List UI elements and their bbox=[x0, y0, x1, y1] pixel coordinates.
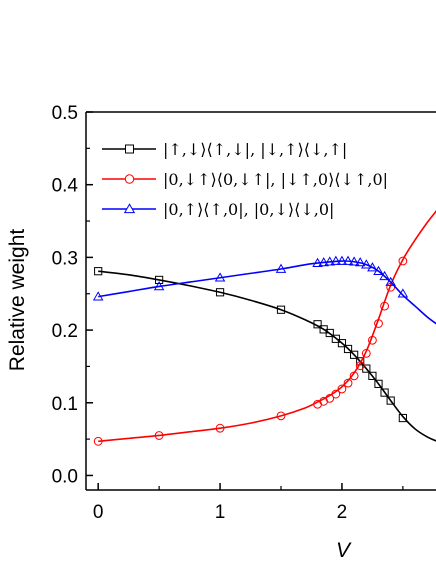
data-point-circle bbox=[93, 436, 103, 446]
y-tick-label: 0.5 bbox=[52, 103, 78, 124]
data-point-square bbox=[386, 396, 395, 405]
data-point-triangle bbox=[312, 257, 323, 267]
y-tick-label: 0.3 bbox=[52, 248, 78, 269]
legend-entry-0: |↑,↓⟩⟨↑,↓|, |↓,↑⟩⟨↓,↑| bbox=[102, 140, 347, 159]
data-point-circle bbox=[215, 423, 225, 433]
data-point-circle bbox=[325, 394, 335, 403]
y-tick-label: 0.1 bbox=[52, 394, 78, 415]
data-point-square bbox=[155, 275, 164, 285]
data-point-triangle bbox=[275, 263, 287, 273]
data-point-circle bbox=[355, 361, 365, 371]
data-point-circle bbox=[343, 378, 353, 388]
series-line-0 bbox=[98, 270, 436, 442]
data-point-square bbox=[337, 339, 347, 348]
legend-circle-marker bbox=[124, 174, 135, 184]
legend-label-1: |0,↓↑⟩⟨0,↓↑|, |↓↑,0⟩⟨↓↑,0| bbox=[163, 170, 388, 189]
data-point-circle bbox=[276, 411, 286, 421]
data-point-square bbox=[356, 357, 365, 366]
data-point-triangle bbox=[153, 281, 165, 291]
data-point-triangle bbox=[354, 257, 366, 267]
data-point-circle bbox=[337, 384, 347, 394]
data-point-square bbox=[313, 320, 322, 329]
y-tick-label: 0.4 bbox=[52, 176, 79, 197]
data-point-triangle bbox=[373, 265, 384, 275]
data-point-triangle bbox=[348, 256, 360, 266]
series-line-2 bbox=[98, 260, 436, 325]
data-point-triangle bbox=[214, 272, 226, 282]
data-point-circle bbox=[331, 389, 341, 399]
y-tick-label: 0.0 bbox=[52, 466, 78, 487]
data-point-square bbox=[350, 350, 359, 359]
data-point-square bbox=[215, 288, 225, 297]
data-point-square bbox=[325, 328, 334, 338]
data-point-triangle bbox=[324, 256, 336, 266]
legend-entry-2: |0,↑⟩⟨↑,0|, |0,↓⟩⟨↓,0| bbox=[102, 200, 334, 219]
legend-label-0: |↑,↓⟩⟨↑,↓|, |↓,↑⟩⟨↓,↑| bbox=[163, 140, 347, 159]
data-point-triangle bbox=[92, 291, 104, 301]
data-point-circle bbox=[368, 335, 377, 345]
data-point-square bbox=[276, 305, 286, 314]
data-point-circle bbox=[380, 301, 389, 311]
data-point-square bbox=[331, 334, 340, 343]
data-point-circle bbox=[349, 371, 359, 381]
tick-labels: 0 1 2 0.0 0.1 0.2 0.3 0.4 0.5 bbox=[52, 103, 348, 523]
data-point-circle bbox=[154, 431, 164, 440]
data-point-square bbox=[94, 267, 103, 276]
legend: |↑,↓⟩⟨↑,↓|, |↓,↑⟩⟨↓,↑| |0,↓↑⟩⟨0,↓↑|, |↓↑… bbox=[102, 140, 388, 219]
data-point-square bbox=[398, 413, 407, 423]
data-point-triangle bbox=[397, 288, 409, 298]
data-point-triangle bbox=[318, 257, 329, 267]
data-point-circle bbox=[361, 348, 371, 358]
plot-area bbox=[92, 210, 436, 446]
data-point-triangle bbox=[330, 255, 342, 265]
x-axis-title: V bbox=[336, 539, 352, 562]
legend-square-marker bbox=[125, 144, 134, 154]
y-axis-title: Relative weight bbox=[6, 229, 29, 372]
legend-label-2: |0,↑⟩⟨↑,0|, |0,↓⟩⟨↓,0| bbox=[163, 200, 334, 219]
legend-triangle-marker bbox=[123, 203, 136, 214]
x-tick-label: 2 bbox=[337, 502, 348, 523]
data-point-square bbox=[380, 388, 389, 397]
ticks bbox=[86, 111, 404, 490]
series-line-1 bbox=[98, 210, 436, 443]
data-point-triangle bbox=[385, 276, 396, 286]
x-tick-label: 0 bbox=[93, 502, 104, 523]
data-point-circle bbox=[374, 319, 383, 328]
data-point-circle bbox=[398, 256, 408, 266]
data-point-triangle bbox=[342, 255, 354, 265]
data-point-square bbox=[343, 344, 353, 354]
data-point-triangle bbox=[379, 270, 390, 281]
y-tick-label: 0.2 bbox=[52, 321, 78, 342]
data-point-triangle bbox=[336, 255, 348, 265]
data-point-triangle bbox=[361, 259, 372, 269]
data-point-square bbox=[368, 371, 377, 380]
data-point-square bbox=[374, 379, 383, 388]
data-point-triangle bbox=[367, 262, 378, 272]
x-tick-label: 1 bbox=[215, 502, 226, 523]
legend-entry-1: |0,↓↑⟩⟨0,↓↑|, |↓↑,0⟩⟨↓↑,0| bbox=[102, 170, 388, 189]
